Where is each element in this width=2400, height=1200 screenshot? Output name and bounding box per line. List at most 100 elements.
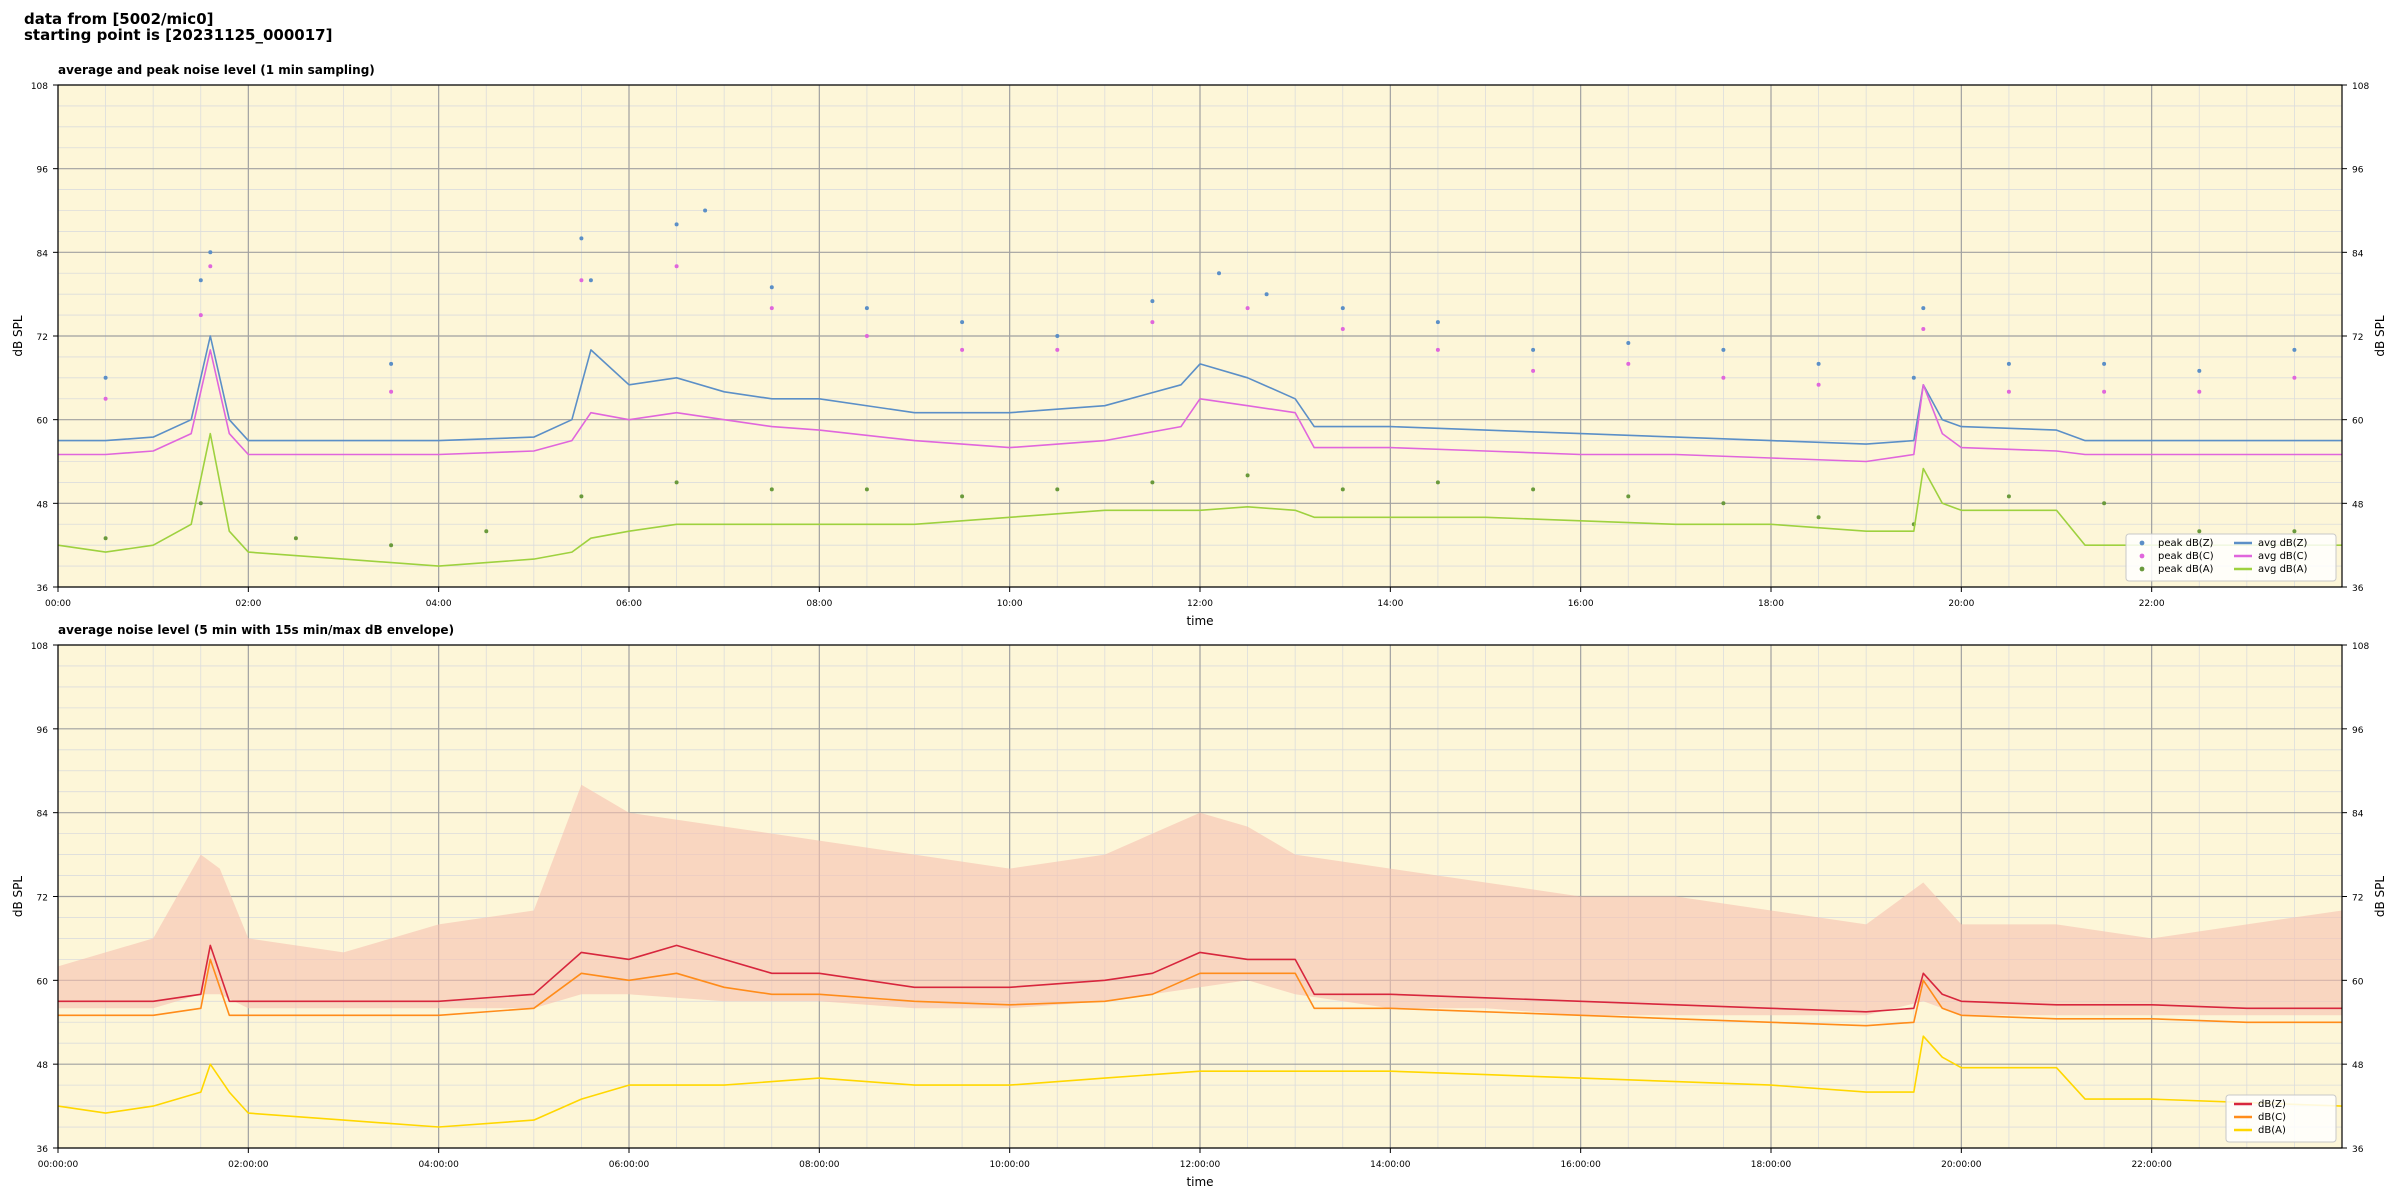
bottom-chart-panel: 36 36 48 48 60 60 72 72 84 84 96 96 108 108 00:00:00 02… <box>11 623 2387 1189</box>
x-tick-label: 16:00:00 <box>1560 1160 1601 1170</box>
legend-box <box>2125 533 2337 582</box>
series-point-peak-db-a <box>1721 501 1726 506</box>
series-point-peak-db-z <box>208 250 213 255</box>
series-point-peak-db-z <box>1150 299 1155 304</box>
x-tick-label: 08:00 <box>806 599 832 609</box>
x-tick-label: 22:00 <box>2139 599 2165 609</box>
y-tick-label-left: 48 <box>37 1061 49 1071</box>
series-point-peak-db-a <box>1626 494 1631 499</box>
x-tick-label: 14:00 <box>1377 599 1403 609</box>
chart-title: average and peak noise level (1 min samp… <box>58 63 375 77</box>
series-point-peak-db-a <box>1055 487 1060 492</box>
legend-marker <box>2139 540 2145 546</box>
x-tick-label: 06:00 <box>616 599 642 609</box>
y-axis-label-left: dB SPL <box>11 876 25 918</box>
y-tick-label-right: 96 <box>2352 166 2364 176</box>
x-tick-label: 10:00:00 <box>989 1160 1030 1170</box>
series-point-peak-db-z <box>1264 292 1269 297</box>
x-tick-label: 00:00:00 <box>38 1160 79 1170</box>
series-point-peak-db-a <box>960 494 965 499</box>
series-point-peak-db-c <box>1531 368 1536 373</box>
y-tick-label-right: 36 <box>2352 1145 2364 1155</box>
series-point-peak-db-a <box>1245 473 1250 478</box>
series-point-peak-db-c <box>2197 389 2202 394</box>
legend-label: peak dB(C) <box>2158 551 2214 562</box>
legend-label: avg dB(C) <box>2258 551 2308 562</box>
series-point-peak-db-a <box>484 529 489 534</box>
series-point-peak-db-a <box>1816 515 1821 520</box>
x-tick-label: 16:00 <box>1568 599 1594 609</box>
series-point-peak-db-c <box>198 313 203 318</box>
series-point-peak-db-z <box>674 222 679 227</box>
series-point-peak-db-c <box>864 334 869 338</box>
series-point-peak-db-z <box>703 208 708 213</box>
x-tick-label: 02:00 <box>235 599 261 609</box>
series-point-peak-db-z <box>960 320 965 325</box>
figure-source-line: data from [5002/mic0] <box>24 10 214 28</box>
series-point-peak-db-a <box>674 480 679 485</box>
y-tick-label-right: 84 <box>2352 249 2364 259</box>
x-tick-label: 20:00:00 <box>1941 1160 1982 1170</box>
y-tick-label-left: 96 <box>37 166 49 176</box>
y-tick-label-left: 48 <box>37 500 49 510</box>
series-point-peak-db-z <box>103 375 108 380</box>
legend-label: dB(A) <box>2258 1125 2286 1136</box>
series-line-avg-db-z <box>58 335 2342 445</box>
y-tick-label-right: 96 <box>2352 726 2364 736</box>
series-line-avg-db-c <box>58 349 2342 463</box>
legend-marker <box>2139 553 2145 559</box>
y-tick-label-right: 60 <box>2352 977 2364 987</box>
y-tick-label-left: 72 <box>37 894 48 904</box>
series-point-peak-db-z <box>1531 347 1536 352</box>
series-point-peak-db-z <box>2197 368 2202 373</box>
series-point-peak-db-z <box>389 361 394 366</box>
series-point-peak-db-c <box>208 264 213 269</box>
y-tick-label-right: 108 <box>2352 642 2369 652</box>
y-tick-label-right: 72 <box>2352 894 2363 904</box>
series-point-peak-db-a <box>1435 480 1440 485</box>
series-point-peak-db-z <box>864 306 869 311</box>
y-tick-label-right: 48 <box>2352 500 2364 510</box>
series-point-peak-db-z <box>2006 361 2011 366</box>
x-tick-label: 22:00:00 <box>2131 1160 2172 1170</box>
series-point-peak-db-z <box>588 278 593 283</box>
series-point-peak-db-c <box>1245 306 1250 311</box>
series-line-db-a <box>57 1035 2343 1128</box>
y-axis-label-left: dB SPL <box>11 315 25 357</box>
y-tick-label-right: 60 <box>2352 417 2364 427</box>
series-point-peak-db-z <box>1816 361 1821 366</box>
legend-marker <box>2139 566 2145 572</box>
series-point-peak-db-c <box>2102 389 2107 394</box>
x-tick-label: 04:00:00 <box>418 1160 459 1170</box>
series-point-peak-db-z <box>1721 347 1726 352</box>
series-point-peak-db-a <box>1150 480 1155 485</box>
series-point-peak-db-z <box>1340 306 1345 311</box>
series-point-peak-db-a <box>103 536 108 541</box>
y-tick-label-left: 96 <box>37 726 49 736</box>
series-point-peak-db-c <box>103 396 108 401</box>
series-point-peak-db-z <box>769 285 774 290</box>
x-tick-label: 14:00:00 <box>1370 1160 1411 1170</box>
x-axis-label: time <box>1186 614 1213 628</box>
series-point-peak-db-c <box>1340 327 1345 331</box>
series-point-peak-db-c <box>1816 382 1821 387</box>
series-line-db-c <box>58 958 2342 1027</box>
y-tick-label-left: 108 <box>31 82 48 92</box>
series-point-peak-db-c <box>1626 361 1631 366</box>
x-tick-label: 12:00:00 <box>1180 1160 1221 1170</box>
series-point-peak-db-c <box>674 264 679 269</box>
series-point-peak-db-z <box>198 278 203 283</box>
series-line-avg-db-a <box>57 432 2342 567</box>
x-tick-label: 04:00 <box>426 599 452 609</box>
series-point-peak-db-z <box>1055 334 1060 338</box>
legend-label: dB(C) <box>2258 1112 2286 1123</box>
legend-label: avg dB(A) <box>2258 564 2308 575</box>
series-point-peak-db-a <box>2006 494 2011 499</box>
x-tick-label: 18:00 <box>1758 599 1784 609</box>
series-point-peak-db-a <box>579 494 584 499</box>
series-point-peak-db-z <box>2102 361 2107 366</box>
series-point-peak-db-a <box>1531 487 1536 492</box>
legend-label: peak dB(A) <box>2158 564 2214 575</box>
y-tick-label-right: 36 <box>2352 584 2364 594</box>
chart-title: average noise level (5 min with 15s min/… <box>58 623 454 637</box>
